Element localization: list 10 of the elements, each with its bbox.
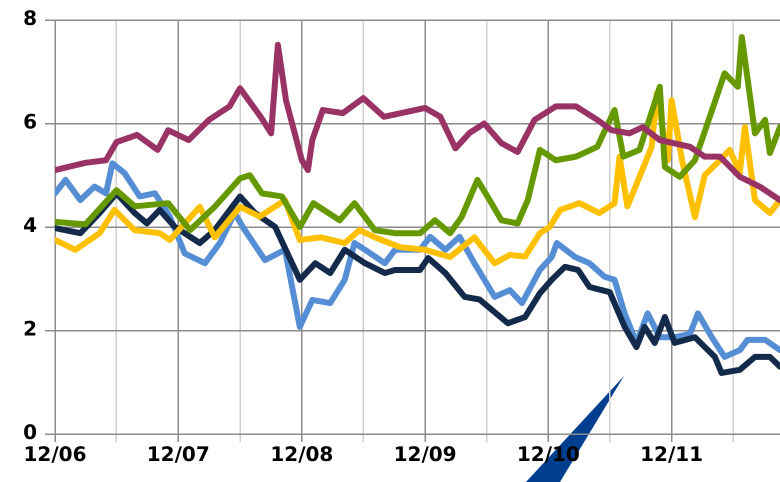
x-tick-label: 12/09	[394, 442, 457, 466]
y-tick-label: 0	[23, 420, 37, 444]
x-tick-label: 12/11	[640, 442, 704, 466]
y-tick-label: 2	[23, 316, 37, 341]
x-tick-label: 12/07	[146, 442, 210, 466]
y-tick-label: 4	[23, 213, 37, 238]
x-tick-label: 12/06	[24, 442, 86, 466]
y-tick-label: 6	[23, 110, 37, 134]
y-tick-label: 8	[23, 6, 37, 30]
x-tick-label: 12/08	[270, 442, 334, 466]
